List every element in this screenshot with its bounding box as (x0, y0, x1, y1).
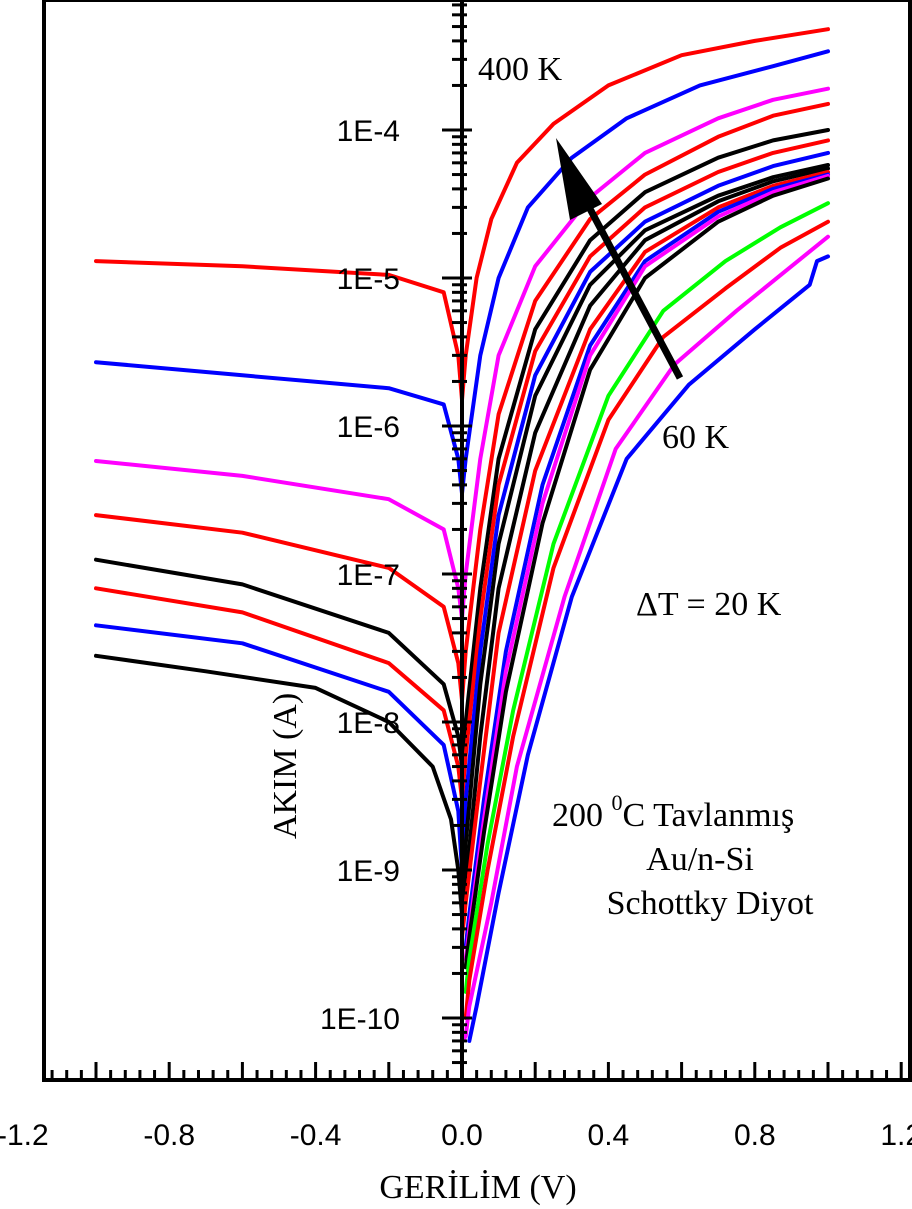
series-line-13 (463, 176, 830, 970)
y-tick-label: 1E-6 (337, 411, 400, 444)
x-axis-label: GERİLİM (V) (379, 1169, 576, 1206)
annotation-delta-t: ΔT = 20 K (636, 586, 782, 623)
x-tick-label: -0.4 (290, 1119, 342, 1152)
sample-label-line1: 200 0C Tavlanmış (552, 790, 794, 834)
x-tick-label: -0.8 (143, 1119, 195, 1152)
y-tick-labels: 1E-4 1E-5 1E-6 1E-7 1E-8 1E-9 1E-10 (320, 115, 400, 1036)
y-minor-ticks (442, 3, 472, 1065)
y-tick-label: 1E-8 (337, 707, 400, 740)
series-line-8 (94, 163, 830, 917)
annotation-400k: 400 K (478, 51, 563, 88)
series-line-7 (94, 150, 830, 872)
series-line-10 (460, 170, 830, 940)
x-tick-label: -1.2 (0, 1119, 49, 1152)
x-tick-label: 0.4 (588, 1119, 630, 1152)
series-line-3 (94, 86, 830, 621)
series-line-5 (94, 128, 830, 769)
series-line-2 (94, 49, 830, 496)
series-line-11 (463, 172, 830, 950)
temperature-arrowhead (556, 138, 602, 220)
x-tick-label: 0.8 (734, 1119, 776, 1152)
y-tick-label: 1E-5 (337, 263, 400, 296)
annotation-60k: 60 K (662, 419, 730, 456)
series-line-15 (463, 219, 830, 1020)
x-tick-label: 0.0 (441, 1119, 483, 1152)
sample-label-line3: Schottky Diyot (607, 885, 814, 922)
x-tick-label: 1.2 (880, 1119, 912, 1152)
series-line-1 (94, 27, 830, 402)
y-tick-label: 1E-10 (320, 1003, 400, 1036)
temperature-arrow (576, 188, 684, 380)
y-tick-label: 1E-7 (337, 559, 400, 592)
x-minor-ticks (50, 1062, 903, 1080)
series-curves (94, 27, 830, 1043)
series-line-16 (460, 234, 830, 1043)
y-tick-label: 1E-9 (337, 855, 400, 888)
series-line-4 (94, 101, 830, 703)
x-tick-labels: -1.2 -0.8 -0.4 0.0 0.4 0.8 1.2 (0, 1119, 912, 1152)
y-axis-label: AKIM (A) (267, 693, 304, 839)
sample-label-line2: Au/n-Si (646, 841, 754, 878)
degree-superscript: 0 (612, 790, 623, 815)
series-line-14 (463, 201, 830, 994)
series-line-6 (94, 138, 830, 802)
series-line-9 (460, 166, 830, 931)
y-tick-label: 1E-4 (337, 115, 400, 148)
series-line-17 (467, 254, 830, 1043)
